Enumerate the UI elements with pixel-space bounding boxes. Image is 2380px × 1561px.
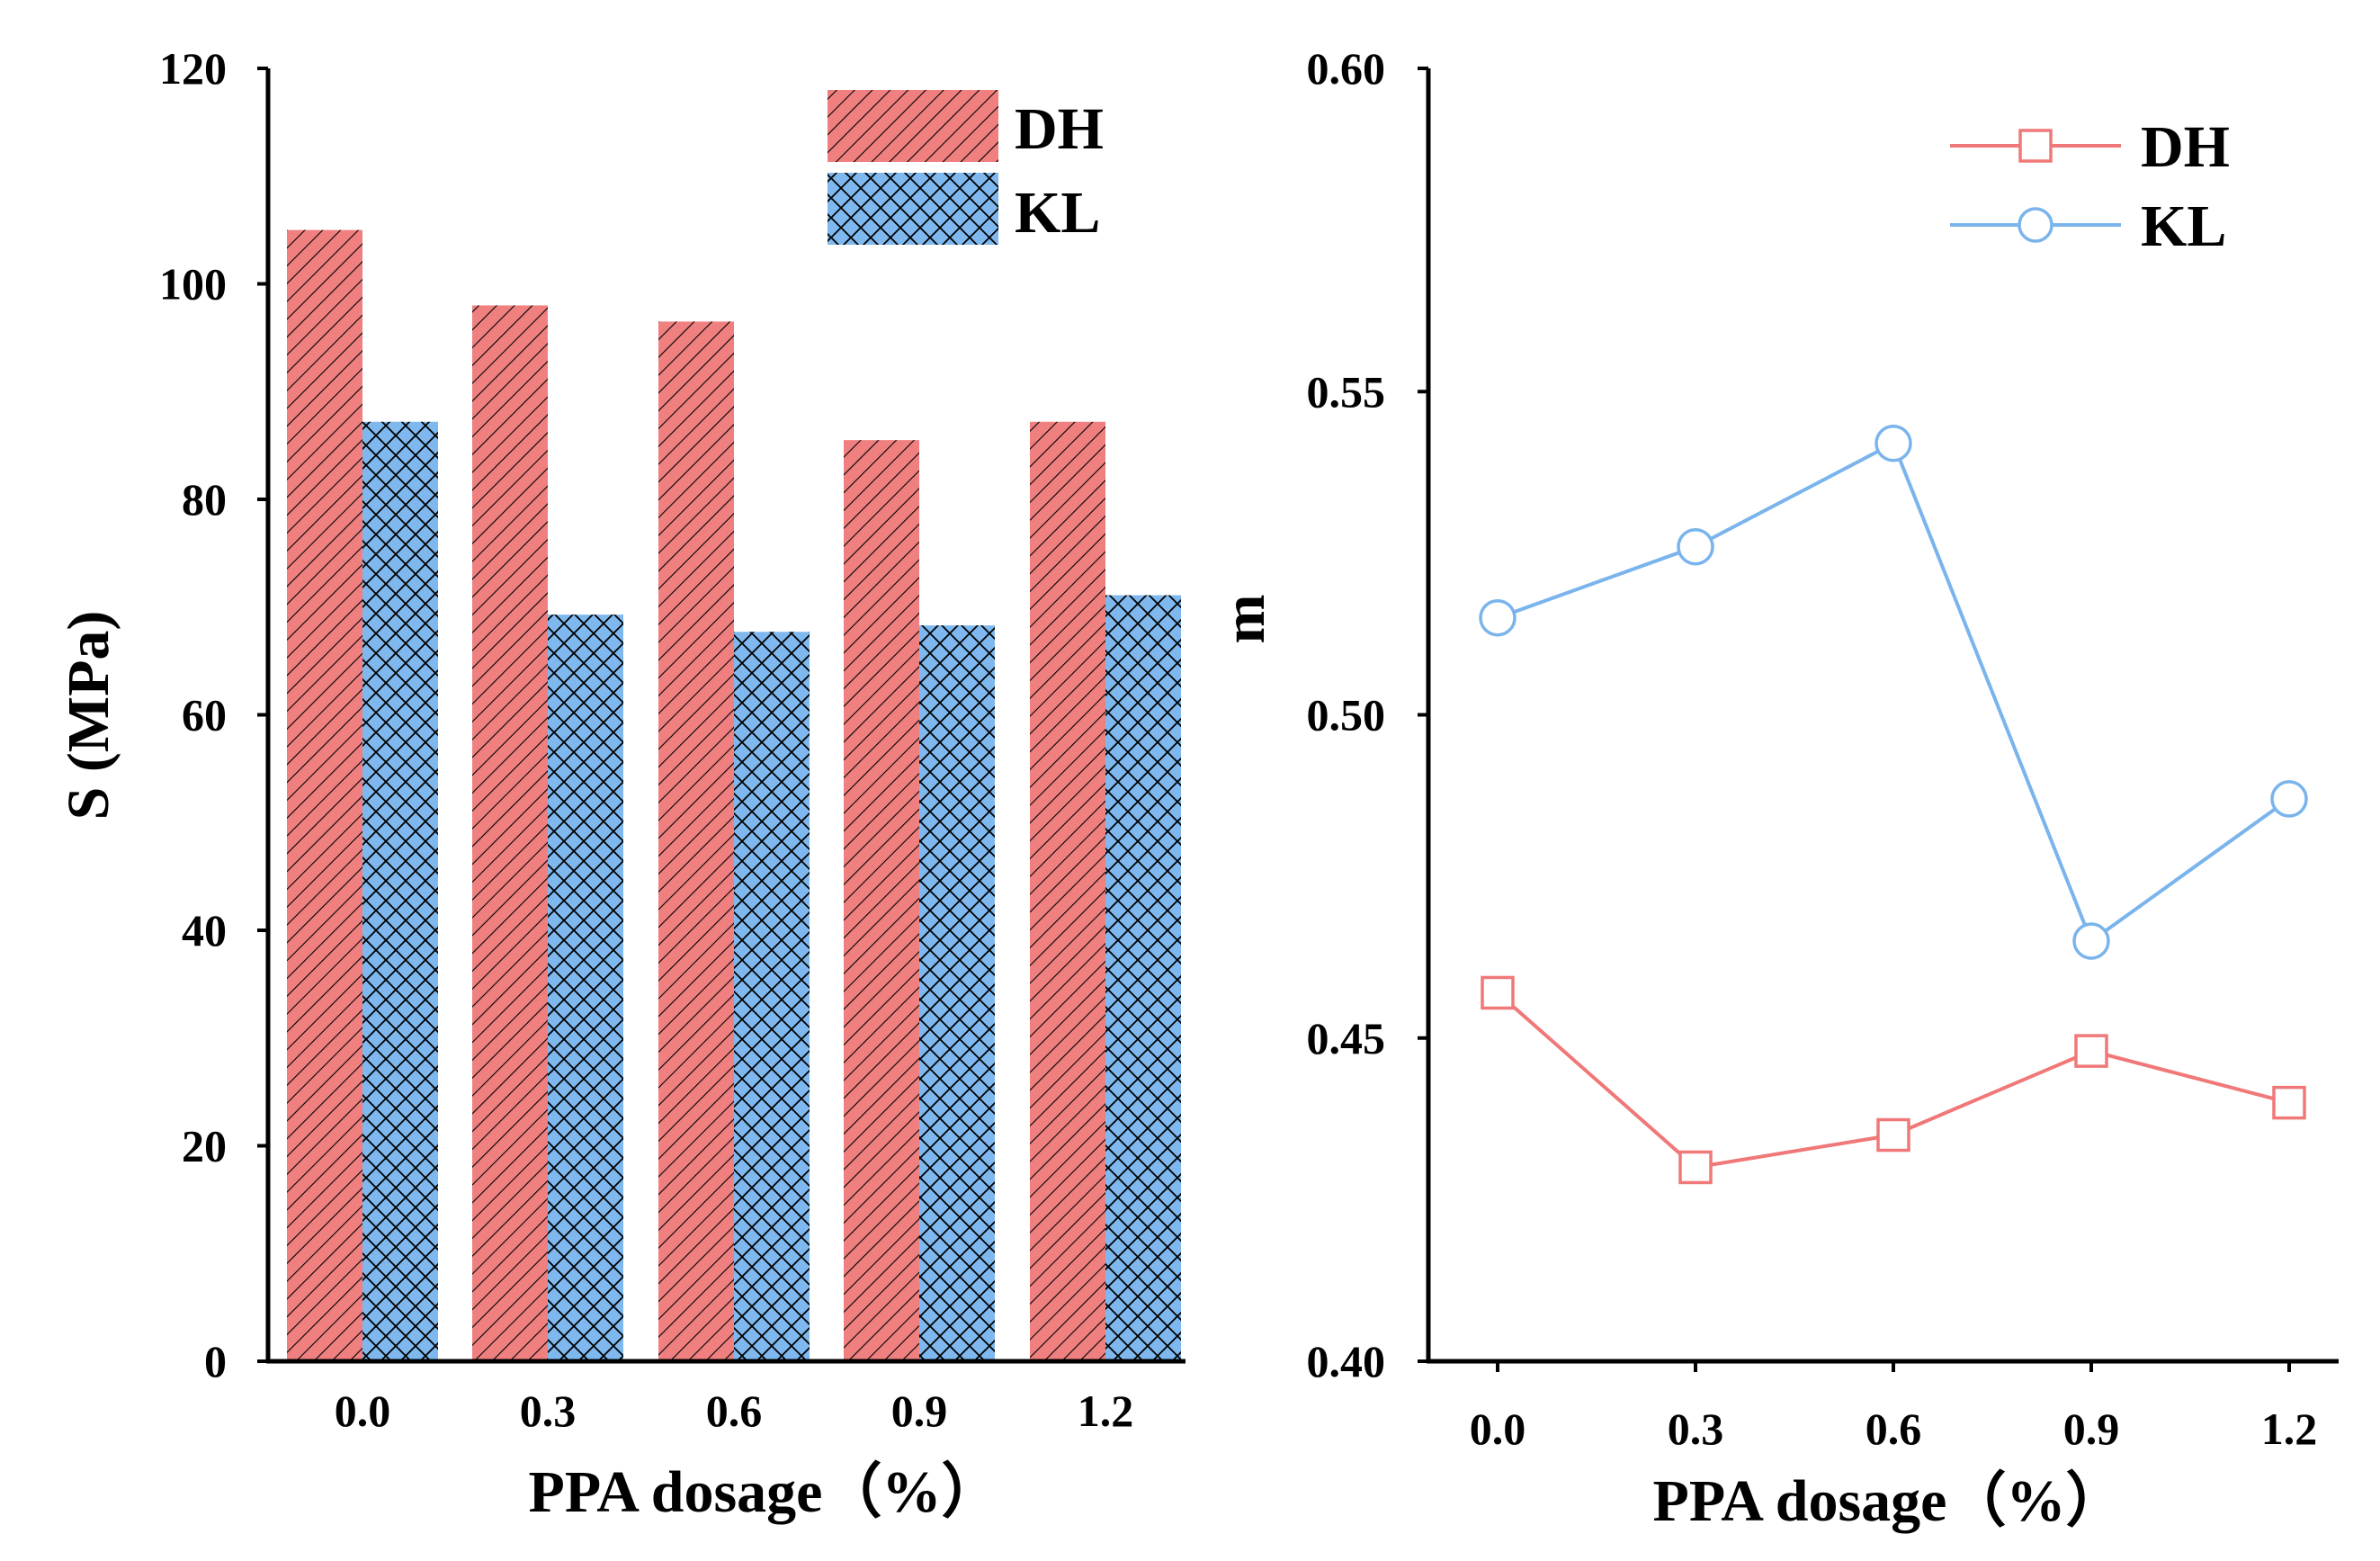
bar-x-tick-label: 0.0 [335, 1386, 391, 1436]
bar-x-tick-label: 0.3 [520, 1386, 577, 1436]
line-y-tick-label: 0.60 [1307, 43, 1386, 94]
line-y-axis-title: m [1212, 595, 1277, 644]
bar-y-axis-title: S (MPa) [56, 611, 121, 821]
bar-y-ticks: 0 20 40 60 80 100 120 [159, 43, 268, 1386]
line-point-kl-0.0 [1479, 598, 1517, 637]
line-x-axis-title: PPA dosage（%） [1653, 1467, 2125, 1534]
line-point-dh-0.9 [2074, 1034, 2108, 1068]
line-x-tick-label: 1.2 [2261, 1404, 2318, 1454]
line-x-tick-label: 0.0 [1470, 1404, 1526, 1454]
bar-legend: DH KL [828, 90, 1104, 246]
bar-y-tick-label: 100 [159, 259, 227, 310]
bar-y-tick-label: 0 [204, 1336, 227, 1386]
bar-x-tick-label: 1.2 [1078, 1386, 1134, 1436]
bar-x-tick-label: 0.6 [706, 1386, 763, 1436]
line-y-tick-label: 0.50 [1307, 690, 1386, 740]
line-point-kl-0.6 [1874, 424, 1912, 462]
bar-y-tick-label: 120 [159, 43, 227, 94]
bar-dh-1.2 [1030, 421, 1105, 1361]
line-legend-marker-kl [2018, 207, 2053, 243]
line-legend: DH KL [1950, 114, 2230, 259]
line-series-kl [1497, 440, 2291, 945]
bar-dh-0.3 [472, 305, 548, 1362]
bar-kl-0.3 [548, 615, 623, 1361]
bar-legend-label-kl: KL [1015, 180, 1100, 246]
line-x-tick-label: 0.6 [1866, 1404, 1922, 1454]
line-point-dh-0.3 [1678, 1150, 1713, 1185]
line-point-kl-0.3 [1677, 527, 1714, 566]
bar-y-tick-label: 60 [182, 690, 227, 740]
bar-y-tick-label: 20 [182, 1121, 227, 1171]
line-point-kl-1.2 [2270, 780, 2308, 818]
line-x-tick-label: 0.3 [1668, 1404, 1724, 1454]
bar-dh-0.0 [287, 229, 362, 1361]
line-y-ticks: 0.40 0.45 0.50 0.55 0.60 [1307, 43, 1428, 1386]
line-point-dh-1.2 [2272, 1085, 2306, 1120]
line-legend-label-dh: DH [2141, 114, 2230, 180]
line-point-dh-0.0 [1481, 975, 1515, 1010]
bar-kl-0.0 [362, 421, 438, 1361]
line-legend-marker-dh [2018, 129, 2053, 163]
line-x-tick-label: 0.9 [2063, 1404, 2120, 1454]
bar-legend-swatch-dh [828, 90, 998, 162]
line-y-tick-label: 0.45 [1307, 1013, 1386, 1063]
line-y-tick-label: 0.55 [1307, 366, 1386, 417]
line-y-tick-label: 0.40 [1307, 1336, 1386, 1386]
line-legend-label-kl: KL [2141, 193, 2226, 259]
bar-kl-0.9 [919, 625, 995, 1361]
line-point-kl-0.9 [2072, 922, 2110, 960]
line-x-ticks: 0.0 0.3 0.6 0.9 1.2 [1470, 1361, 2318, 1454]
bar-dh-0.6 [658, 321, 734, 1362]
bar-x-tick-label: 0.9 [891, 1386, 948, 1436]
bar-legend-swatch-kl [828, 173, 998, 245]
bar-x-axis-title: PPA dosage（%） [529, 1458, 1001, 1525]
bar-dh-0.9 [844, 440, 919, 1361]
bar-legend-label-dh: DH [1015, 96, 1104, 162]
bar-y-tick-label: 80 [182, 474, 227, 525]
bar-kl-1.2 [1105, 595, 1181, 1361]
line-chart: 0.40 0.45 0.50 0.55 0.60 0.0 0.3 0.6 0.9 1.2 m P… [1212, 43, 2339, 1534]
bar-series-group [287, 229, 1181, 1362]
line-point-dh-0.6 [1876, 1117, 1910, 1153]
line-series-group [1479, 424, 2308, 1185]
bar-x-ticks: 0.0 0.3 0.6 0.9 1.2 [335, 1386, 1134, 1436]
bar-y-tick-label: 40 [182, 905, 227, 955]
bar-kl-0.6 [734, 632, 810, 1361]
